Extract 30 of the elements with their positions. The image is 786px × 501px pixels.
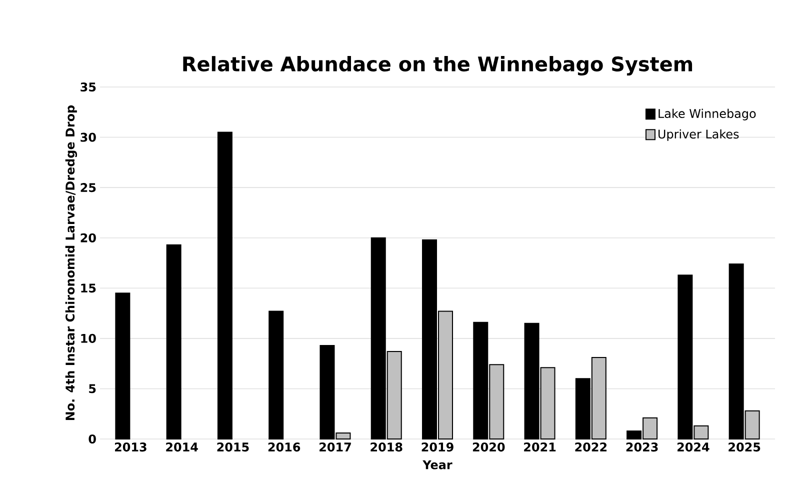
y-tick-label: 35 xyxy=(80,82,96,92)
y-tick-label: 30 xyxy=(80,132,96,142)
x-tick-label: 2022 xyxy=(575,442,607,452)
x-axis-title: Year xyxy=(422,460,452,470)
y-tick-label: 15 xyxy=(81,284,96,293)
x-tick-label: 2025 xyxy=(728,442,760,452)
y-tick-label: 5 xyxy=(89,384,96,394)
x-tick-label: 2020 xyxy=(472,442,505,452)
x-tick-label: 2015 xyxy=(217,442,249,452)
bar xyxy=(166,244,182,440)
x-tick-label: 2019 xyxy=(422,442,454,452)
chart-title: Relative Abundace on the Winnebago System xyxy=(183,56,692,76)
y-tick-label: 10 xyxy=(81,334,96,343)
x-tick-label: 2021 xyxy=(524,442,556,452)
bar xyxy=(217,132,232,440)
bar xyxy=(268,310,284,440)
x-tick-label: 2023 xyxy=(626,442,658,452)
legend-label: Upriver Lakes xyxy=(658,129,739,141)
y-tick-label: 25 xyxy=(80,183,96,192)
y-tick-label: 20 xyxy=(80,233,96,242)
x-tick-label: 2018 xyxy=(370,442,402,452)
y-tick-label: 0 xyxy=(88,434,96,444)
x-tick-label: 2024 xyxy=(678,442,710,452)
legend-label: Lake Winnebago xyxy=(658,108,756,120)
bar xyxy=(115,292,130,440)
x-tick-label: 2013 xyxy=(115,442,146,452)
y-axis-title: No. 4th Instar Chironomid Larvae/Dredge Drop xyxy=(65,105,77,420)
x-tick-label: 2014 xyxy=(166,442,198,452)
x-tick-label: 2017 xyxy=(320,442,351,452)
x-tick-label: 2016 xyxy=(268,442,300,452)
